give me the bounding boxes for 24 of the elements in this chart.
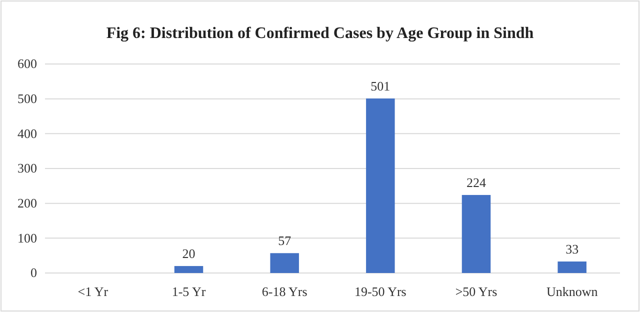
y-tick-label: 200: [18, 195, 37, 210]
y-tick-label: 300: [18, 160, 37, 176]
x-tick-label: 19-50 Yrs: [354, 284, 406, 300]
x-tick-label: 1-5 Yr: [172, 284, 206, 300]
y-tick-label: 0: [30, 265, 37, 280]
data-label: 57: [278, 233, 292, 248]
x-tick-label: <1 Yr: [78, 284, 109, 300]
data-label: 224: [466, 174, 486, 190]
y-tick-label: 400: [18, 126, 37, 141]
bar: [462, 194, 491, 273]
data-label: 33: [566, 242, 579, 257]
bar: [366, 98, 395, 273]
bar: [270, 253, 299, 273]
data-label: 20: [182, 246, 196, 262]
x-tick-label: >50 Yrs: [455, 284, 498, 300]
y-tick-label: 100: [18, 230, 37, 246]
x-tick-label: Unknown: [546, 284, 598, 300]
bar: [174, 266, 204, 273]
chart-title: Fig 6: Distribution of Confirmed Cases by Age Group in Sindh: [106, 25, 534, 42]
x-tick-label: 6-18 Yrs: [262, 284, 308, 300]
y-tick-label: 600: [18, 56, 37, 72]
bar: [558, 262, 586, 273]
data-label: 501: [370, 78, 390, 94]
y-tick-label: 500: [18, 90, 37, 106]
